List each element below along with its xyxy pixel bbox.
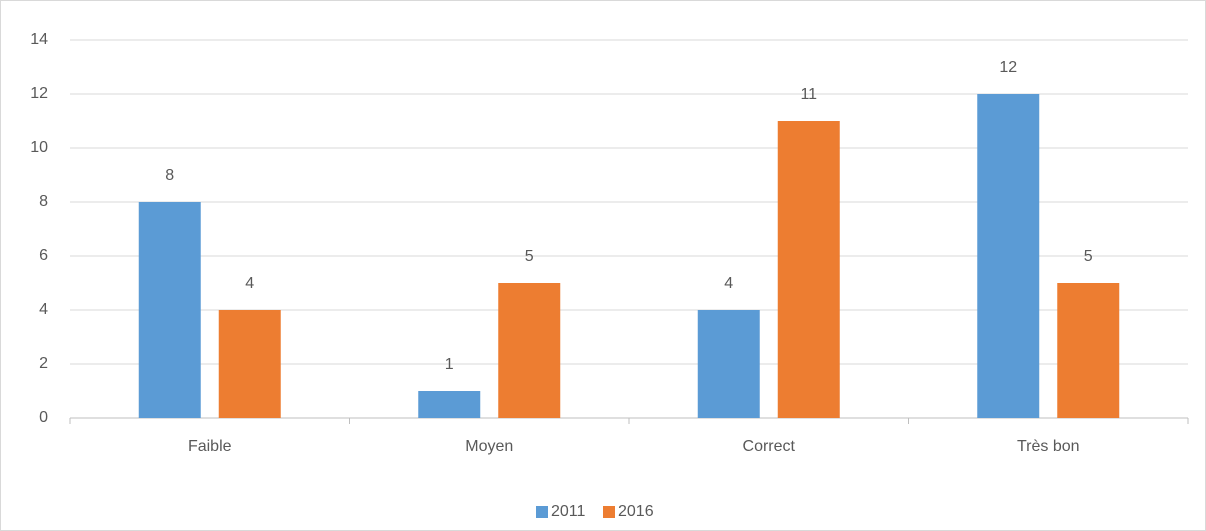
y-tick-label: 0 [39,409,48,426]
y-tick-label: 6 [39,247,48,264]
bar [977,94,1040,418]
data-label: 1 [445,356,454,373]
data-label: 4 [245,275,254,292]
bar [418,391,481,418]
legend-label: 2011 [551,503,586,520]
legend-swatch [536,506,548,518]
data-label: 5 [1084,248,1093,265]
bar [138,202,201,418]
y-tick-label: 2 [39,355,48,372]
bar [218,310,281,418]
x-tick-label: Moyen [465,438,513,455]
y-tick-label: 4 [39,301,48,318]
data-label: 5 [525,248,534,265]
x-tick-label: Faible [188,438,232,455]
y-tick-label: 14 [30,31,48,48]
y-tick-label: 10 [30,139,48,156]
bar [697,310,760,418]
x-tick-label: Très bon [1017,438,1080,455]
legend-swatch [603,506,615,518]
data-label: 11 [800,86,817,103]
bar [498,283,561,418]
data-label: 4 [724,275,733,292]
data-label: 12 [999,59,1017,76]
y-tick-label: 12 [30,85,48,102]
y-tick-label: 8 [39,193,48,210]
x-tick-label: Correct [743,438,796,455]
bar [1057,283,1120,418]
bar [777,121,840,418]
data-label: 8 [165,167,174,184]
legend-label: 2016 [618,503,654,520]
